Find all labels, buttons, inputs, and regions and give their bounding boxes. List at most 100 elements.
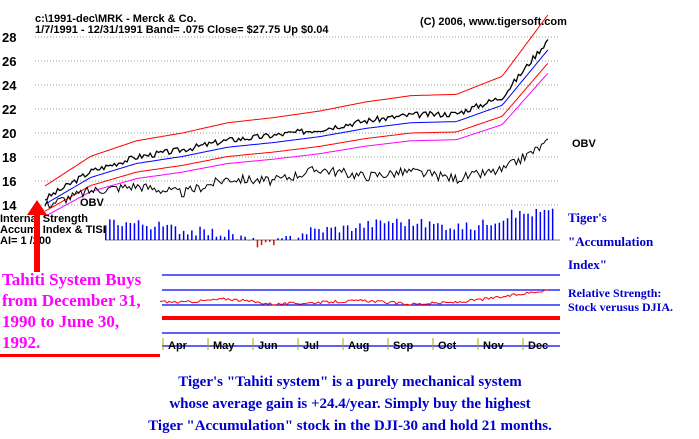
y-tick-label: 22: [2, 102, 16, 117]
month-label: Jul: [303, 340, 319, 352]
accum-bar: [445, 229, 447, 240]
y-axis-ticks: 14 16 18 20 22 24 26 28: [2, 30, 17, 213]
accum-bar: [351, 230, 353, 240]
footer-line3: Tiger "Accumulation" stock in the DJI-30…: [148, 418, 552, 434]
accum-bar: [498, 222, 501, 240]
accum-title-1: Tiger's: [568, 210, 607, 225]
accum-bar: [474, 230, 476, 240]
accum-bar: [256, 240, 259, 248]
accum-bar: [363, 227, 365, 240]
accumulation-panel: [105, 208, 560, 248]
internal-strength-label: Internal Strength: [0, 213, 88, 225]
accum-bar: [252, 237, 255, 240]
accum-bar: [182, 230, 185, 240]
accum-bar: [437, 223, 439, 240]
tahiti-line2: from December 31,: [2, 291, 141, 310]
accum-bar: [105, 225, 107, 240]
accum-bar: [490, 225, 492, 240]
copyright: (C) 2006, www.tigersoft.com: [420, 16, 567, 28]
accum-bar: [133, 223, 136, 240]
accum-bar: [162, 226, 164, 240]
accum-bar: [211, 228, 214, 240]
accum-bar: [506, 218, 509, 240]
accum-bar: [519, 211, 521, 240]
accum-bar: [367, 220, 369, 240]
accum-bar: [326, 226, 328, 240]
tahiti-underline: [0, 354, 160, 357]
accum-bar: [199, 226, 201, 240]
accum-bar: [338, 232, 341, 240]
accum-bar: [125, 222, 127, 240]
tahiti-box: [0, 258, 160, 358]
month-label: Jun: [258, 340, 278, 352]
month-label: Apr: [168, 340, 188, 352]
y-tick-label: 18: [2, 150, 16, 165]
accum-bar: [117, 225, 119, 240]
accum-bar: [412, 225, 414, 240]
accum-bar: [166, 224, 168, 240]
accum-bar: [154, 226, 156, 240]
footer-line2: whose average gain is +24.4/year. Simply…: [169, 396, 530, 412]
accum-bar: [305, 234, 308, 240]
accum-bar: [387, 221, 390, 240]
accum-bar: [523, 213, 525, 240]
accum-bar: [486, 224, 488, 240]
accum-bar: [375, 219, 378, 240]
accum-bar: [330, 227, 332, 240]
obv-label-left: OBV: [80, 197, 105, 209]
accum-bar: [322, 232, 324, 240]
accum-bar: [396, 218, 398, 240]
accum-bar: [195, 235, 197, 240]
accum-bar: [461, 229, 464, 240]
accum-bar: [539, 211, 542, 240]
accum-bar: [408, 219, 410, 240]
accum-bar: [215, 236, 218, 240]
accum-bar: [449, 228, 451, 240]
accum-bar: [457, 223, 460, 240]
accum-title-3: Index": [568, 257, 607, 272]
accum-bar: [494, 223, 496, 240]
arrow-up-icon: [27, 200, 47, 272]
y-tick-label: 26: [2, 54, 16, 69]
accum-bar: [478, 225, 480, 240]
accum-tisi-label: Accum. Index & TISI: [0, 224, 106, 236]
accum-bar: [502, 220, 505, 240]
band-line: [44, 72, 549, 217]
obv-label-right: OBV: [572, 138, 597, 150]
accum-bar: [297, 237, 300, 240]
accum-bar: [191, 230, 193, 240]
accum-bar: [137, 220, 140, 240]
accum-bar: [547, 210, 550, 240]
tahiti-line3: 1990 to June 30,: [2, 312, 119, 331]
y-tick-label: 16: [2, 174, 16, 189]
price-line: [44, 39, 549, 201]
accum-title-2: "Accumulation: [568, 234, 654, 249]
accum-bar: [535, 208, 537, 240]
accum-bar: [359, 223, 361, 240]
accum-bar: [121, 226, 123, 240]
y-tick-label: 24: [2, 78, 17, 93]
accum-bar: [342, 225, 345, 240]
accum-bar: [187, 234, 189, 240]
accum-bar: [228, 229, 230, 240]
accum-bar: [277, 238, 279, 240]
accum-bar: [551, 208, 554, 240]
accum-bar: [178, 234, 181, 240]
accum-bar: [301, 233, 304, 240]
obv-line: [44, 138, 549, 209]
accum-bar: [379, 220, 382, 240]
month-axis: Apr May Jun Jul Aug Sep Oct Nov Dec: [162, 338, 548, 352]
accum-bar: [273, 240, 275, 246]
price-grid: [35, 36, 560, 206]
accum-bar: [531, 216, 533, 240]
accum-bar: [416, 223, 419, 240]
accum-bar: [371, 227, 373, 240]
accum-bar: [527, 213, 529, 240]
header-line1: c:\1991-dec\MRK - Merck & Co.: [35, 13, 196, 25]
accum-bar: [318, 229, 320, 240]
accum-bar: [334, 226, 337, 240]
month-label: Dec: [528, 340, 548, 352]
y-tick-label: 20: [2, 126, 16, 141]
accum-bar: [236, 239, 238, 240]
